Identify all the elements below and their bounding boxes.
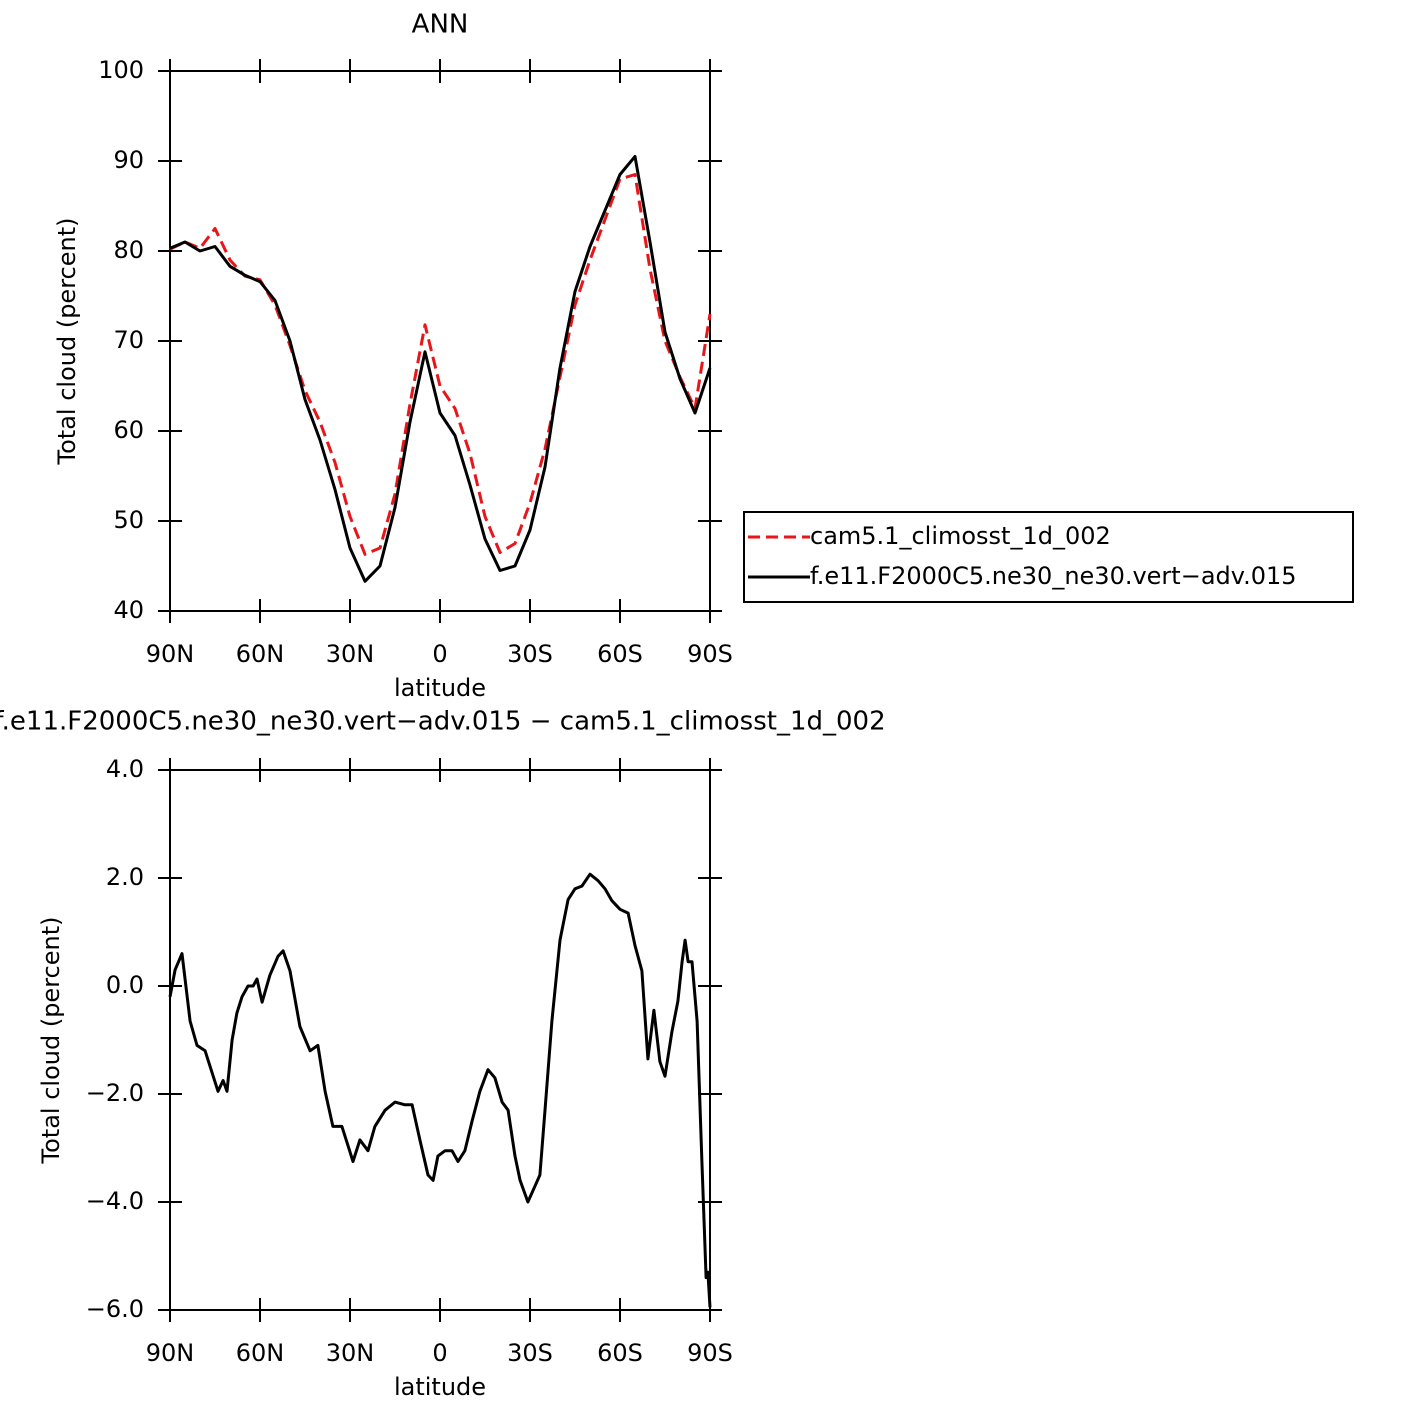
data-line [168,872,712,1308]
x-tick-label: 90S [687,1339,733,1367]
x-tick-label: 30S [507,640,553,668]
y-tick-label: −6.0 [86,1295,144,1323]
legend-box [743,511,1354,603]
y-tick-label: 70 [113,326,144,354]
x-tick-label: 30N [326,640,375,668]
chart-title: f.e11.F2000C5.ne30_ne30.vert−adv.015 − c… [0,707,886,737]
y-tick-label: 100 [98,56,144,84]
y-tick-label: 90 [113,146,144,174]
x-tick-label: 60N [236,640,285,668]
x-tick-label: 0 [432,1339,447,1367]
x-axis-label: latitude [394,1373,486,1401]
chart-title: ANN [412,10,469,40]
y-axis-label: Total cloud (percent) [53,218,81,466]
x-tick-label: 0 [432,640,447,668]
x-tick-label: 90S [687,640,733,668]
data-line [169,155,712,583]
x-axis-label: latitude [394,674,486,702]
y-axis-label: Total cloud (percent) [37,917,65,1165]
x-tick-label: 60N [236,1339,285,1367]
y-tick-label: 2.0 [106,863,144,891]
y-tick-label: −2.0 [86,1079,144,1107]
y-tick-label: 80 [113,236,144,264]
x-tick-label: 30S [507,1339,553,1367]
y-tick-label: 50 [113,506,144,534]
y-tick-label: 60 [113,416,144,444]
plot-frame [169,70,711,612]
x-tick-label: 90N [146,640,195,668]
y-tick-label: 0.0 [106,971,144,999]
y-tick-label: 40 [113,596,144,624]
data-line [169,173,712,556]
x-tick-label: 90N [146,1339,195,1367]
x-tick-label: 60S [597,640,643,668]
x-tick-label: 60S [597,1339,643,1367]
legend-label: f.e11.F2000C5.ne30_ne30.vert−adv.015 [810,562,1297,590]
plot-frame [169,769,711,1311]
y-tick-label: 4.0 [106,755,144,783]
x-tick-label: 30N [326,1339,375,1367]
legend-label: cam5.1_climosst_1d_002 [810,522,1111,550]
y-tick-label: −4.0 [86,1187,144,1215]
